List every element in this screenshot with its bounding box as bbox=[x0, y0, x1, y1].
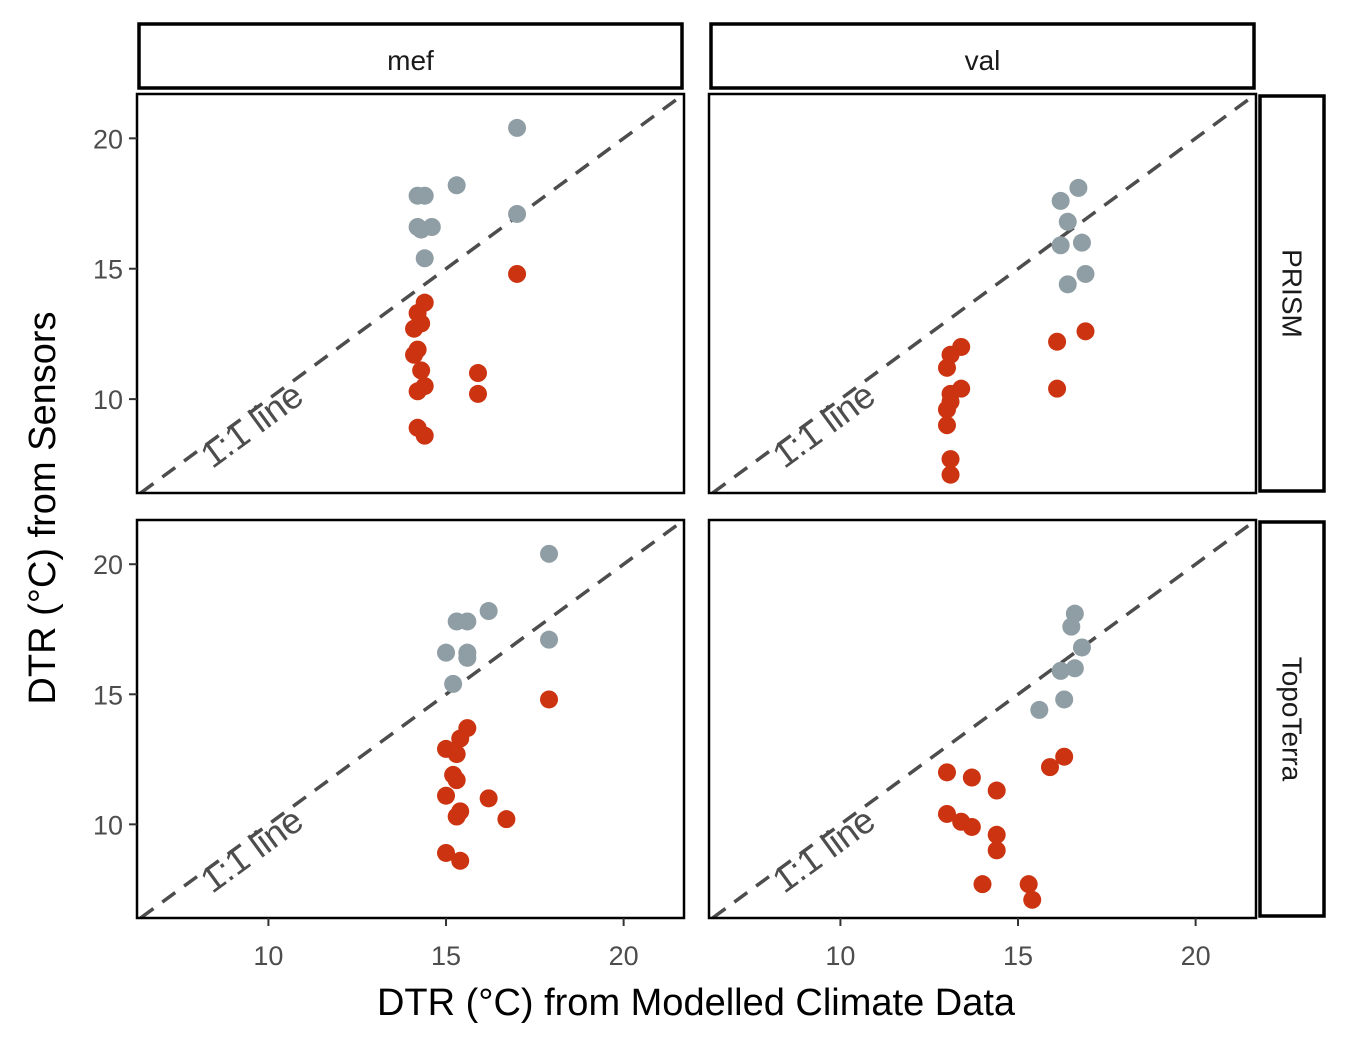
point-red-mef-topoterra bbox=[451, 729, 470, 748]
x-tick-label-mef-topoterra: 20 bbox=[609, 941, 639, 971]
reference-line-mef-prism bbox=[139, 92, 686, 495]
strip-col-mef bbox=[137, 22, 684, 90]
point-gray-val-prism bbox=[1058, 212, 1077, 231]
reference-line-val-prism bbox=[711, 92, 1258, 495]
point-gray-val-topoterra bbox=[1055, 690, 1074, 709]
point-red-val-topoterra bbox=[1040, 758, 1059, 777]
y-axis-title: DTR (°C) from Sensors bbox=[22, 311, 64, 704]
point-red-mef-topoterra bbox=[437, 786, 456, 805]
point-red-mef-topoterra bbox=[437, 843, 456, 862]
point-gray-val-topoterra bbox=[1051, 661, 1070, 680]
point-gray-val-topoterra bbox=[1030, 700, 1049, 719]
point-red-val-prism bbox=[1048, 379, 1067, 398]
strip-label-val: val bbox=[965, 45, 1001, 76]
point-red-val-topoterra bbox=[973, 875, 992, 894]
point-gray-mef-topoterra bbox=[444, 674, 463, 693]
reference-line-label-mef-topoterra: 1:1 line bbox=[193, 799, 311, 901]
point-red-val-prism bbox=[937, 416, 956, 435]
point-red-mef-prism bbox=[412, 361, 431, 380]
point-gray-val-topoterra bbox=[1072, 638, 1091, 657]
y-tick-label-mef-topoterra: 15 bbox=[93, 680, 123, 710]
point-gray-mef-prism bbox=[508, 204, 527, 223]
point-gray-mef-prism bbox=[415, 249, 434, 268]
x-axis-title: DTR (°C) from Modelled Climate Data bbox=[377, 982, 1016, 1024]
point-red-mef-topoterra bbox=[447, 745, 466, 764]
point-red-mef-prism bbox=[415, 377, 434, 396]
point-red-val-topoterra bbox=[1019, 875, 1038, 894]
strip-row-topoterra bbox=[1258, 520, 1326, 918]
point-gray-mef-prism bbox=[422, 218, 441, 236]
y-tick-label-mef-prism: 15 bbox=[93, 255, 123, 285]
x-tick-label-val-topoterra: 10 bbox=[825, 941, 855, 971]
point-red-mef-topoterra bbox=[540, 690, 559, 709]
point-red-val-topoterra bbox=[1023, 890, 1042, 909]
panel-border-val-topoterra bbox=[707, 518, 1258, 920]
point-red-mef-prism bbox=[508, 264, 527, 283]
point-gray-mef-topoterra bbox=[458, 648, 477, 667]
strip-col-val bbox=[709, 22, 1256, 90]
point-red-mef-prism bbox=[405, 345, 424, 364]
point-gray-mef-topoterra bbox=[540, 630, 559, 649]
point-red-mef-topoterra bbox=[497, 810, 516, 829]
point-red-val-prism bbox=[941, 465, 960, 484]
point-red-val-topoterra bbox=[937, 804, 956, 823]
y-tick-label-mef-topoterra: 10 bbox=[93, 810, 123, 840]
point-red-val-topoterra bbox=[962, 817, 981, 836]
strip-row-prism bbox=[1258, 94, 1326, 493]
point-gray-val-prism bbox=[1051, 191, 1070, 210]
reference-line-label-mef-prism: 1:1 line bbox=[193, 374, 311, 476]
strip-label-topoterra: TopoTerra bbox=[1277, 657, 1308, 782]
x-tick-label-val-topoterra: 20 bbox=[1181, 941, 1211, 971]
point-red-val-topoterra bbox=[937, 763, 956, 782]
point-gray-val-prism bbox=[1076, 264, 1095, 283]
reference-line-val-topoterra bbox=[711, 518, 1258, 920]
strip-label-mef: mef bbox=[387, 45, 434, 76]
point-gray-val-prism bbox=[1069, 178, 1088, 197]
point-gray-val-topoterra bbox=[1065, 659, 1084, 678]
point-red-mef-prism bbox=[468, 364, 487, 383]
point-gray-mef-prism bbox=[447, 176, 466, 195]
x-tick-label-mef-topoterra: 15 bbox=[431, 941, 461, 971]
point-red-val-prism bbox=[937, 358, 956, 377]
point-gray-val-prism bbox=[1051, 236, 1070, 255]
point-gray-mef-topoterra bbox=[458, 612, 477, 631]
point-red-val-topoterra bbox=[987, 841, 1006, 860]
point-red-val-topoterra bbox=[962, 768, 981, 787]
point-gray-mef-topoterra bbox=[437, 643, 456, 662]
panel-border-mef-prism bbox=[135, 92, 686, 495]
point-red-val-prism bbox=[1048, 332, 1067, 351]
point-gray-mef-prism bbox=[508, 118, 527, 137]
y-tick-label-mef-prism: 20 bbox=[93, 124, 123, 154]
point-gray-mef-topoterra bbox=[540, 544, 559, 563]
point-red-mef-topoterra bbox=[451, 851, 470, 870]
panel-border-val-prism bbox=[707, 92, 1258, 495]
point-gray-val-prism bbox=[1072, 233, 1091, 252]
y-tick-label-mef-prism: 10 bbox=[93, 385, 123, 415]
panel-border-mef-topoterra bbox=[135, 518, 686, 920]
x-tick-label-val-topoterra: 15 bbox=[1003, 941, 1033, 971]
point-red-val-prism bbox=[937, 400, 956, 419]
point-red-val-topoterra bbox=[1055, 747, 1074, 766]
point-red-val-topoterra bbox=[987, 781, 1006, 800]
x-tick-label-mef-topoterra: 10 bbox=[253, 941, 283, 971]
point-red-val-prism bbox=[941, 450, 960, 469]
point-red-mef-topoterra bbox=[479, 789, 498, 808]
point-gray-mef-topoterra bbox=[479, 602, 498, 621]
reference-line-label-val-topoterra: 1:1 line bbox=[765, 799, 883, 901]
point-gray-mef-prism bbox=[415, 186, 434, 205]
point-gray-val-prism bbox=[1058, 275, 1077, 294]
point-red-mef-prism bbox=[405, 319, 424, 338]
reference-line-label-val-prism: 1:1 line bbox=[765, 374, 883, 476]
strip-label-prism: PRISM bbox=[1277, 249, 1308, 338]
point-gray-val-topoterra bbox=[1062, 617, 1081, 636]
point-red-val-prism bbox=[1076, 322, 1095, 341]
reference-line-mef-topoterra bbox=[139, 518, 686, 920]
point-red-val-topoterra bbox=[987, 825, 1006, 844]
y-tick-label-mef-topoterra: 20 bbox=[93, 550, 123, 580]
point-red-mef-prism bbox=[468, 384, 487, 403]
point-red-mef-topoterra bbox=[447, 771, 466, 790]
point-red-mef-topoterra bbox=[451, 802, 470, 821]
point-red-mef-prism bbox=[415, 426, 434, 445]
